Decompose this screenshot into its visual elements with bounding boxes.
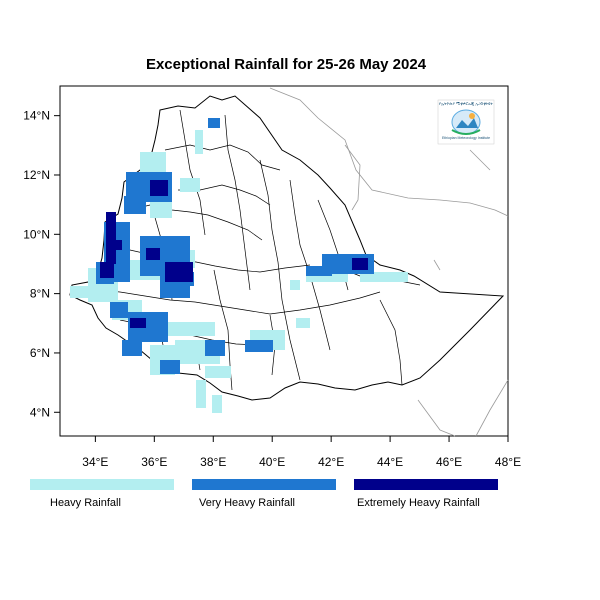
lon-tick-label: 40°E	[259, 455, 285, 469]
legend-label-extreme: Extremely Heavy Rainfall	[357, 497, 480, 509]
legend-swatch-heavy	[30, 479, 174, 490]
lat-tick-label: 4°N	[30, 405, 50, 419]
lon-tick-label: 48°E	[495, 455, 521, 469]
sun-icon	[469, 113, 475, 119]
lon-tick-label: 42°E	[318, 455, 344, 469]
extremely-heavy-rainfall-areas	[100, 180, 368, 328]
lat-tick-label: 6°N	[30, 346, 50, 360]
logo-text-top: የኢትዮጵያ ሚቲዎሮሎጂ ኢንስቲትዩት	[439, 101, 493, 106]
legend-swatch-extreme	[354, 479, 498, 490]
lat-tick-label: 12°N	[23, 168, 50, 182]
lon-tick-label: 46°E	[436, 455, 462, 469]
lat-tick-label: 10°N	[23, 227, 50, 241]
emi-logo	[437, 99, 495, 145]
logo-text-bottom: Ethiopian Meteorology Institute	[441, 136, 491, 140]
lon-tick-label: 44°E	[377, 455, 403, 469]
lon-tick-label: 38°E	[200, 455, 226, 469]
axis-ticks: 34°E 36°E 38°E 40°E 42°E 44°E 46°E 48°E 4°N 6°N 8°…	[23, 109, 521, 469]
legend-label-very-heavy: Very Heavy Rainfall	[199, 497, 295, 509]
lon-tick-label: 36°E	[141, 455, 167, 469]
legend-label-heavy: Heavy Rainfall	[50, 497, 121, 509]
ethiopia-outline	[69, 95, 505, 401]
legend-swatch-very-heavy	[192, 479, 336, 490]
lon-tick-label: 34°E	[82, 455, 108, 469]
neighbour-borders	[269, 87, 509, 437]
map-title: Exceptional Rainfall for 25-26 May 2024	[145, 56, 427, 73]
lat-tick-label: 8°N	[30, 287, 50, 301]
cloud-icon	[456, 118, 478, 128]
lat-tick-label: 14°N	[23, 109, 50, 123]
